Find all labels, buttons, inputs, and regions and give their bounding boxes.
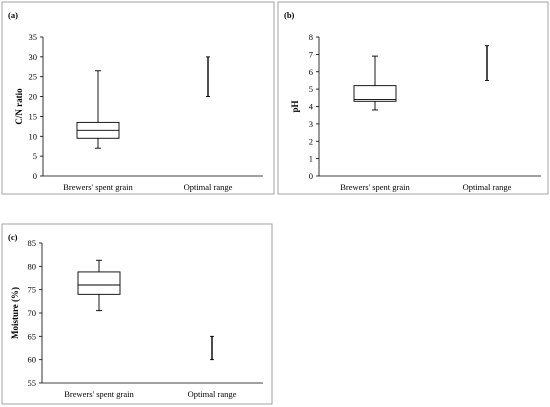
x-category-label: Brewers' spent grain bbox=[64, 389, 134, 399]
y-tick-label: 75 bbox=[28, 285, 37, 295]
y-tick-label: 10 bbox=[29, 131, 38, 141]
y-tick-label: 2 bbox=[309, 136, 313, 146]
iqr-box bbox=[353, 85, 397, 102]
y-tick-label: 20 bbox=[29, 92, 38, 102]
y-tick-label: 60 bbox=[28, 355, 37, 365]
y-tick-label: 4 bbox=[309, 102, 314, 112]
panel-frame bbox=[1, 223, 273, 405]
chart-panel-1: (a) 0 5 10 15 20 25 30 35 C/N ratio Brewers' spent… bbox=[1, 1, 275, 195]
x-category-label: Optimal range bbox=[463, 182, 512, 192]
y-tick-label: 30 bbox=[29, 52, 38, 62]
y-tick-label: 1 bbox=[309, 154, 313, 164]
y-tick-label: 15 bbox=[29, 111, 38, 121]
panel-label: (c) bbox=[8, 232, 18, 242]
y-axis-title: Moisture (%) bbox=[10, 287, 20, 339]
y-tick-label: 65 bbox=[28, 331, 37, 341]
y-axis-title: C/N ratio bbox=[14, 88, 24, 125]
y-tick-label: 85 bbox=[28, 238, 37, 248]
y-tick-label: 8 bbox=[309, 32, 313, 42]
x-category-label: Brewers' spent grain bbox=[340, 182, 410, 192]
y-tick-label: 80 bbox=[28, 261, 37, 271]
y-tick-label: 0 bbox=[33, 171, 37, 181]
iqr-box bbox=[77, 271, 121, 295]
y-tick-label: 0 bbox=[309, 171, 313, 181]
chart-panel-2: (b) 0 1 2 3 4 5 6 7 8 pH Brewers' spent grain Optima… bbox=[277, 1, 549, 195]
panel-frame bbox=[1, 1, 275, 195]
panel-label: (b) bbox=[284, 10, 295, 20]
chart-panel-3: (c) 55 60 65 70 75 80 85 Moisture (%) Brewers' sp… bbox=[1, 223, 273, 405]
x-category-label: Brewers' spent grain bbox=[63, 182, 133, 192]
y-tick-label: 7 bbox=[309, 49, 313, 59]
y-tick-label: 5 bbox=[309, 84, 313, 94]
y-tick-label: 70 bbox=[28, 308, 37, 318]
y-tick-label: 5 bbox=[33, 151, 37, 161]
y-tick-label: 35 bbox=[29, 32, 38, 42]
panel-label: (a) bbox=[8, 10, 18, 20]
y-tick-label: 3 bbox=[309, 119, 313, 129]
x-category-label: Optimal range bbox=[184, 182, 233, 192]
panel-frame bbox=[277, 1, 549, 195]
y-tick-label: 6 bbox=[309, 67, 313, 77]
y-tick-label: 55 bbox=[28, 378, 37, 388]
x-category-label: Optimal range bbox=[188, 389, 237, 399]
y-axis-title: pH bbox=[290, 100, 300, 112]
y-tick-label: 25 bbox=[29, 72, 38, 82]
